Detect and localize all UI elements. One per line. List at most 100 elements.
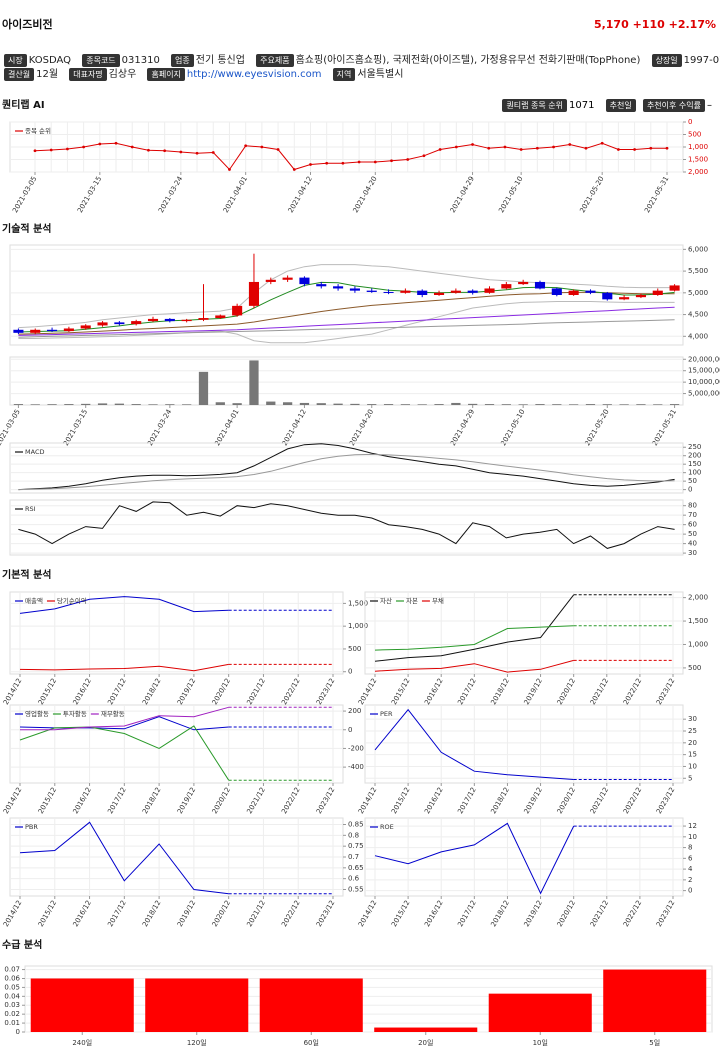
bar [333,403,343,405]
y-tick-label: 1,000 [688,640,708,648]
bar [501,404,511,405]
x-tick-label: 2021-04-29 [449,175,476,214]
x-tick-label: 2021-03-24 [157,175,185,215]
x-tick-label: 2022/12 [280,899,301,928]
stock-title: 아이즈비전 [2,17,53,31]
x-tick-label: 2017/12 [456,786,477,815]
x-tick-label: 2020/12 [211,677,232,706]
y-tick-label: 8 [688,844,692,852]
info-value: 1997-07-25 [683,55,720,66]
candle-body [484,288,495,293]
bar [30,404,40,405]
candle-body [198,318,209,320]
bar [316,403,326,405]
plot-frame [9,591,344,675]
point [422,154,426,158]
x-tick-label: 2019/12 [176,677,197,706]
point [552,145,555,149]
candle-body [383,291,394,293]
series-line [18,443,675,491]
x-tick-label: 2014/12 [2,677,23,706]
plot-frame [9,499,684,556]
y-tick-label: 50 [688,530,697,538]
x-tick-label: 2021-05-31 [643,175,670,214]
y-tick-label: 200 [688,452,701,460]
y-tick-label: 1,000 [348,622,368,630]
x-tick-label: 2014/12 [357,899,378,928]
x-tick-label: 2022/12 [622,786,643,815]
y-tick-label: 0.04 [4,992,20,1000]
y-tick-label: 50 [688,477,697,485]
y-tick-label: 0 [16,1028,20,1036]
x-tick-label: 2022/12 [280,786,301,815]
x-tick-label: 2019/12 [523,899,544,928]
bar [64,404,74,405]
price-rate: +2.17% [669,18,716,31]
bar [400,404,411,405]
point [487,146,491,150]
candle-body [349,288,360,291]
legend-label: 재무활동 [101,709,125,718]
series-line [19,725,230,781]
point [211,151,215,154]
x-tick-label: 2016/12 [423,786,444,815]
series-line [19,821,229,895]
x-tick-label: 2018/12 [141,786,162,815]
point [438,148,442,151]
y-tick-label: 70 [688,511,697,519]
candle-body [282,277,293,280]
bar [602,404,612,405]
y-tick-label: 0.7 [348,853,359,861]
y-tick-label: 5,500 [688,267,708,275]
legend-label: RSI [25,505,36,513]
x-tick-label: 2017/12 [106,899,127,928]
y-tick-label: 20 [688,739,697,747]
y-tick-label: 0.65 [348,864,364,872]
series-line [19,596,229,614]
bar [535,404,545,405]
series-line [18,301,675,344]
point [276,148,280,151]
legend-label: 매출액 [25,596,43,605]
x-tick-label: 2021-03-05 [11,175,38,214]
info-value: 031310 [121,55,160,66]
y-tick-label: 0.05 [4,983,20,991]
y-tick-label: 250 [688,443,701,451]
point [600,141,604,145]
x-tick-label: 2021-03-15 [62,408,89,447]
info-label: 시장 [4,54,27,67]
x-tick-label: 2018/12 [489,899,510,928]
legend-label: MACD [25,448,44,456]
homepage-link[interactable]: http://www.eyesvision.com [186,69,322,80]
x-tick-label: 2015/12 [390,899,411,928]
bar [198,371,209,405]
y-tick-label: 0 [688,118,692,126]
candle-body [47,329,58,332]
x-tick-label: 2023/12 [315,899,336,928]
price-value: 5,170 [594,18,629,31]
info-label: 홈페이지 [147,68,185,81]
x-tick-label: 2018/12 [489,677,510,706]
legend-label: ROE [380,823,394,831]
info-value: 서울특별시 [357,69,404,80]
bar [619,404,629,405]
x-tick-label: 2023/12 [655,786,676,815]
candle-body [147,318,159,322]
series-line [18,306,675,336]
plot-frame [9,442,684,494]
x-tick-label: 2021-04-29 [449,408,476,447]
candle-body [602,292,613,300]
candle-body [181,319,192,322]
x-tick-label: 2023/12 [315,677,336,706]
series-line [18,319,675,338]
ai-label: 추천일 [605,99,636,112]
point [390,159,393,163]
bar [518,404,528,405]
point [503,145,507,149]
bar [451,402,461,405]
price: 5,170 +110 +2.17% [594,18,716,31]
bar [488,993,592,1032]
point [406,158,410,161]
info-label: 상장일 [651,54,682,67]
